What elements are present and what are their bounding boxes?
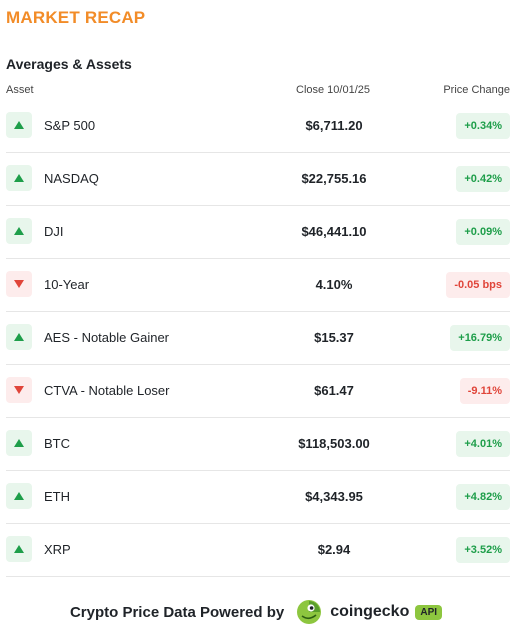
table-row: DJI $46,441.10 +0.09% xyxy=(6,206,510,259)
page-title: MARKET RECAP xyxy=(6,8,146,27)
price-change-badge: +4.01% xyxy=(456,431,510,457)
arrow-up-icon xyxy=(6,218,32,244)
arrow-up-icon xyxy=(6,430,32,456)
close-value: $15.37 xyxy=(314,330,354,345)
footer: Crypto Price Data Powered by coingecko A… xyxy=(0,596,512,628)
arrow-up-icon xyxy=(6,165,32,191)
triangle-up-icon xyxy=(14,439,24,447)
table-row: AES - Notable Gainer $15.37 +16.79% xyxy=(6,312,510,365)
arrow-down-icon xyxy=(6,377,32,403)
table-row: NASDAQ $22,755.16 +0.42% xyxy=(6,153,510,206)
column-header-asset: Asset xyxy=(6,84,34,96)
triangle-up-icon xyxy=(14,227,24,235)
price-change-badge: +0.34% xyxy=(456,113,510,139)
arrow-down-icon xyxy=(6,271,32,297)
triangle-down-icon xyxy=(14,280,24,288)
table-row: S&P 500 $6,711.20 +0.34% xyxy=(6,100,510,153)
asset-name: S&P 500 xyxy=(44,118,96,133)
table-row: ETH $4,343.95 +4.82% xyxy=(6,471,510,524)
close-value: $61.47 xyxy=(314,383,354,398)
asset-name: DJI xyxy=(44,224,64,239)
arrow-up-icon xyxy=(6,536,32,562)
price-change-badge: -9.11% xyxy=(459,378,510,404)
close-value: 4.10% xyxy=(315,277,353,292)
column-header-change: Price Change xyxy=(443,84,510,96)
arrow-up-icon xyxy=(6,112,32,138)
triangle-down-icon xyxy=(14,386,24,394)
section-title: Averages & Assets xyxy=(6,56,132,72)
column-header-close: Close 10/01/25 xyxy=(296,84,370,96)
asset-name: ETH xyxy=(44,489,70,504)
triangle-up-icon xyxy=(14,121,24,129)
close-value: $22,755.16 xyxy=(301,171,367,186)
price-change-badge: +0.09% xyxy=(456,219,510,245)
market-table: S&P 500 $6,711.20 +0.34% NASDAQ $22,755.16 +0… xyxy=(6,100,510,577)
api-badge: API xyxy=(415,604,443,620)
close-value: $118,503.00 xyxy=(298,436,370,451)
asset-name: 10-Year xyxy=(44,277,90,292)
price-change-badge: +0.42% xyxy=(456,166,510,192)
asset-name: AES - Notable Gainer xyxy=(44,330,170,345)
table-row: CTVA - Notable Loser $61.47 -9.11% xyxy=(6,365,510,418)
arrow-up-icon xyxy=(6,483,32,509)
triangle-up-icon xyxy=(14,492,24,500)
triangle-up-icon xyxy=(14,333,24,341)
close-value: $46,441.10 xyxy=(301,224,367,239)
footer-text: Crypto Price Data Powered by xyxy=(69,603,285,621)
price-change-badge: +3.52% xyxy=(456,537,510,563)
asset-name: XRP xyxy=(44,542,71,557)
table-row: 10-Year 4.10% -0.05 bps xyxy=(6,259,510,312)
close-value: $2.94 xyxy=(317,542,351,557)
price-change-badge: +4.82% xyxy=(456,484,510,510)
triangle-up-icon xyxy=(14,174,24,182)
coingecko-brand: coingecko xyxy=(330,603,410,620)
coingecko-gecko-icon xyxy=(297,600,322,624)
triangle-up-icon xyxy=(14,545,24,553)
close-value: $4,343.95 xyxy=(305,489,363,504)
asset-name: NASDAQ xyxy=(44,171,99,186)
table-row: BTC $118,503.00 +4.01% xyxy=(6,418,510,471)
close-value: $6,711.20 xyxy=(305,118,363,133)
price-change-badge: +16.79% xyxy=(450,325,510,351)
price-change-badge: -0.05 bps xyxy=(446,272,510,298)
table-row: XRP $2.94 +3.52% xyxy=(6,524,510,577)
asset-name: CTVA - Notable Loser xyxy=(44,383,170,398)
arrow-up-icon xyxy=(6,324,32,350)
asset-name: BTC xyxy=(44,436,70,451)
